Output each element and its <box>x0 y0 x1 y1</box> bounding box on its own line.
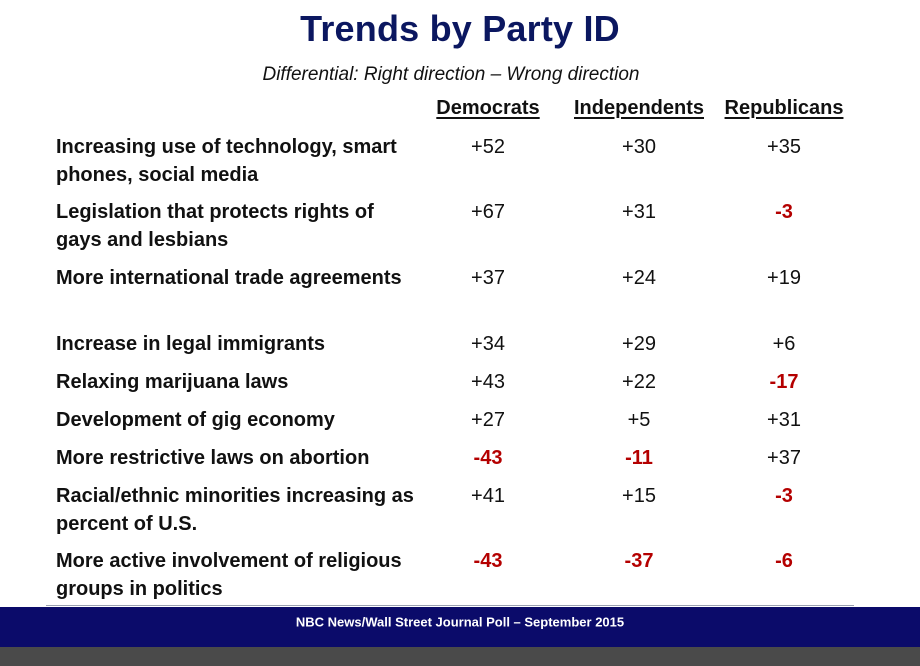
value-cell-independents: +30 <box>622 136 656 158</box>
column-header-republicans: Republicans <box>724 97 844 119</box>
row-label: More restrictive laws on abortion <box>56 447 370 469</box>
column-header-democrats: Democrats <box>436 97 540 119</box>
row-label: Legislation that protects rights of gays… <box>56 201 374 251</box>
value-cell-republicans: -3 <box>775 201 793 223</box>
row-label: More active involvement of religious gro… <box>56 550 402 600</box>
value-cell-independents: +5 <box>627 409 651 431</box>
value-cell-democrats: +67 <box>471 201 505 223</box>
column-header-independents: Independents <box>573 97 705 119</box>
value-cell-republicans: -6 <box>775 550 793 572</box>
footer-divider <box>46 605 854 606</box>
value-cell-republicans: +6 <box>772 333 796 355</box>
value-cell-republicans: +35 <box>767 136 801 158</box>
value-cell-republicans: +37 <box>767 447 801 469</box>
value-cell-independents: -37 <box>624 550 654 572</box>
value-cell-democrats: +27 <box>471 409 505 431</box>
row-label: Development of gig economy <box>56 409 335 431</box>
footer-bar <box>0 607 920 647</box>
value-cell-republicans: +19 <box>767 267 801 289</box>
value-cell-democrats: +37 <box>471 267 505 289</box>
chart-subtitle: Differential: Right direction – Wrong di… <box>262 64 640 85</box>
value-cell-democrats: -43 <box>473 550 503 572</box>
value-cell-independents: -11 <box>625 447 653 469</box>
value-cell-independents: +31 <box>622 201 656 223</box>
value-cell-democrats: +41 <box>471 485 505 507</box>
bottom-strip <box>0 647 920 666</box>
value-cell-independents: +15 <box>622 485 656 507</box>
value-cell-independents: +22 <box>622 371 656 393</box>
value-cell-democrats: +52 <box>471 136 505 158</box>
value-cell-republicans: +31 <box>767 409 801 431</box>
value-cell-republicans: -3 <box>775 485 793 507</box>
value-cell-democrats: +34 <box>471 333 505 355</box>
value-cell-democrats: -43 <box>473 447 503 469</box>
row-label: More international trade agreements <box>56 267 402 289</box>
value-cell-independents: +29 <box>622 333 656 355</box>
chart-title: Trends by Party ID <box>300 8 620 49</box>
row-label: Increasing use of technology, smart phon… <box>56 136 397 186</box>
row-label: Increase in legal immigrants <box>56 333 325 355</box>
value-cell-republicans: -17 <box>769 371 799 393</box>
row-label: Racial/ethnic minorities increasing as p… <box>56 485 414 535</box>
value-cell-independents: +24 <box>622 267 656 289</box>
row-label: Relaxing marijuana laws <box>56 371 289 393</box>
value-cell-democrats: +43 <box>471 371 505 393</box>
source-note: NBC News/Wall Street Journal Poll – Sept… <box>295 614 625 630</box>
